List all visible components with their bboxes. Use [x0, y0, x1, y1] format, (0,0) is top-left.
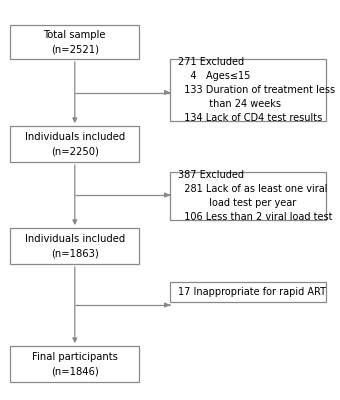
- FancyBboxPatch shape: [170, 172, 326, 220]
- Text: Final participants
(n=1846): Final participants (n=1846): [32, 352, 118, 376]
- FancyBboxPatch shape: [170, 282, 326, 302]
- Text: Total sample
(n=2521): Total sample (n=2521): [44, 30, 106, 54]
- Text: 387 Excluded
  281 Lack of as least one viral
          load test per year
  106: 387 Excluded 281 Lack of as least one vi…: [178, 170, 333, 222]
- Text: Individuals included
(n=2250): Individuals included (n=2250): [25, 132, 125, 156]
- FancyBboxPatch shape: [10, 346, 139, 382]
- Text: 271 Excluded
    4   Ages≤15
  133 Duration of treatment less
          than 24 : 271 Excluded 4 Ages≤15 133 Duration of t…: [178, 57, 336, 123]
- Text: 17 Inappropriate for rapid ART: 17 Inappropriate for rapid ART: [178, 287, 326, 297]
- Text: Individuals included
(n=1863): Individuals included (n=1863): [25, 234, 125, 258]
- FancyBboxPatch shape: [10, 228, 139, 264]
- FancyBboxPatch shape: [170, 59, 326, 121]
- FancyBboxPatch shape: [10, 25, 139, 59]
- FancyBboxPatch shape: [10, 126, 139, 162]
